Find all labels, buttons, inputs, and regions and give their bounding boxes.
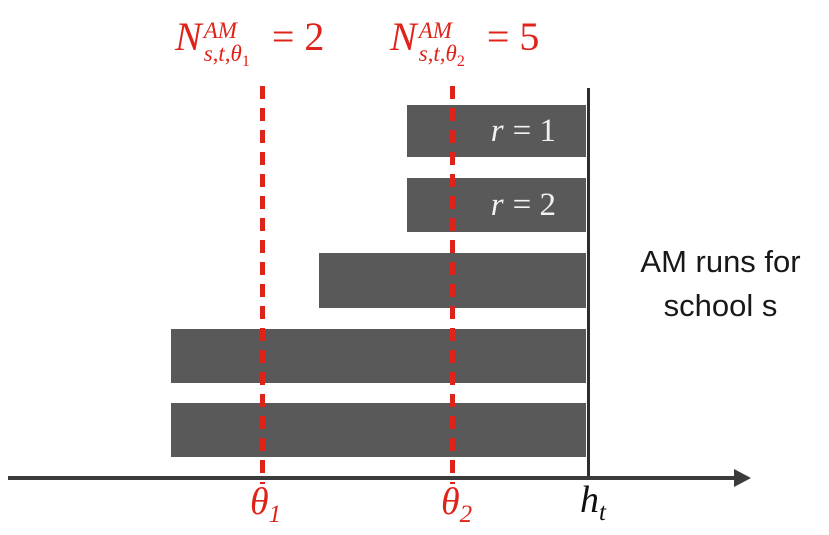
subscript-index: 1 — [241, 53, 250, 70]
subscript-stt: s,t,θ1 — [203, 41, 250, 70]
subscript-stt: s,t,θ2 — [418, 41, 465, 70]
equals-value: = 2 — [271, 14, 325, 59]
subscript-text: s,t,θ — [418, 41, 457, 66]
count-label-theta1: NAM s,t,θ1 = 2 — [175, 12, 325, 70]
axis-label-theta2: θ2 — [441, 481, 473, 528]
axis-label-ht: ht — [580, 479, 606, 526]
theta-symbol: θ — [250, 481, 269, 523]
run-bar-1-label: r = 1 — [490, 112, 556, 149]
h-subscript: t — [599, 499, 606, 526]
run-bar-2-label: r = 2 — [490, 186, 556, 223]
equals-value: = 5 — [486, 14, 540, 59]
axis-arrowhead-icon — [734, 469, 751, 487]
run-bar-2: r = 2 — [407, 178, 586, 232]
side-caption-line2: school s — [663, 288, 778, 323]
horizontal-axis — [8, 476, 735, 480]
ht-boundary-line — [587, 88, 590, 477]
theta-symbol: θ — [441, 481, 460, 523]
theta1-dashed-line — [260, 86, 265, 484]
run-bar-1: r = 1 — [407, 105, 586, 157]
side-caption-line1: AM runs for — [640, 244, 801, 279]
n-symbol: N — [390, 14, 417, 59]
axis-label-theta1: θ1 — [250, 481, 282, 528]
run-bar-5 — [171, 403, 586, 457]
run-bar-4 — [171, 329, 586, 383]
subscript-text: s,t,θ — [203, 41, 242, 66]
run-var: r — [490, 112, 504, 149]
subscript-index: 2 — [456, 53, 465, 70]
superscript-am: AM — [418, 18, 452, 43]
run-value: = 2 — [512, 186, 556, 223]
side-caption: AM runs for school s — [612, 240, 829, 328]
superscript-am: AM — [203, 18, 237, 43]
count-label-theta2: NAM s,t,θ2 = 5 — [390, 12, 540, 70]
n-superscript-subscript: AM s,t,θ2 — [419, 19, 465, 73]
n-superscript-subscript: AM s,t,θ1 — [204, 19, 250, 73]
theta2-dashed-line — [450, 86, 455, 484]
h-symbol: h — [580, 479, 599, 521]
run-var: r — [490, 186, 504, 223]
theta-subscript: 2 — [459, 501, 473, 528]
n-symbol: N — [175, 14, 202, 59]
theta-subscript: 1 — [268, 501, 282, 528]
run-value: = 1 — [512, 112, 556, 149]
